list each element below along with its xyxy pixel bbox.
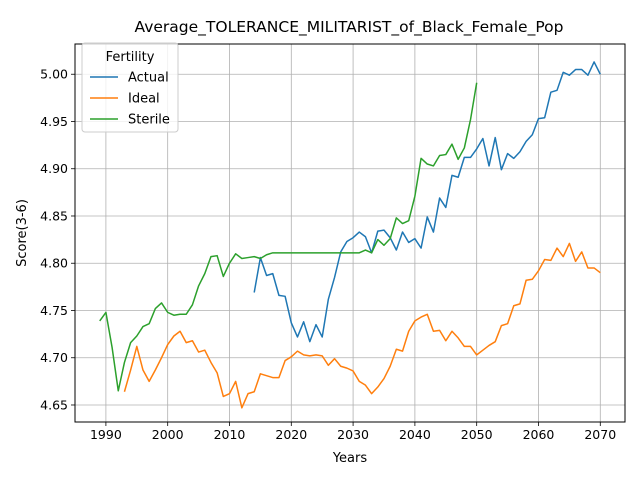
legend-label-ideal: Ideal [128, 92, 160, 107]
series-line-ideal [123, 242, 601, 409]
y-tick-label: 4.85 [40, 208, 68, 223]
legend-label-sterile: Sterile [128, 113, 170, 128]
y-tick-label: 4.80 [40, 256, 68, 271]
legend: Fertility Actual Ideal Sterile [81, 42, 179, 133]
x-tick-label: 2070 [584, 427, 616, 442]
x-tick-label: 2000 [152, 427, 184, 442]
x-tick-label: 2030 [337, 427, 369, 442]
series-line-sterile [99, 82, 478, 392]
y-tick-label: 4.95 [40, 114, 68, 129]
legend-box [81, 42, 179, 133]
series-layer [99, 61, 601, 409]
x-tick-label: 2050 [461, 427, 493, 442]
y-tick-label: 4.75 [40, 303, 68, 318]
axis-ticks: 1990 2000 2010 2020 2030 2040 2050 2060 2070 4.65… [40, 67, 616, 442]
legend-label-actual: Actual [128, 71, 169, 86]
x-tick-label: 2010 [214, 427, 246, 442]
x-tick-label: 2020 [275, 427, 307, 442]
x-axis-label: Years [332, 451, 368, 466]
y-tick-label: 4.65 [40, 397, 68, 412]
chart-title: Average_TOLERANCE_MILITARIST_of_Black_Fe… [135, 18, 564, 37]
y-tick-label: 4.70 [40, 350, 68, 365]
legend-title: Fertility [106, 50, 155, 65]
x-tick-label: 1990 [90, 427, 122, 442]
series-line-actual [253, 61, 601, 343]
x-tick-label: 2060 [523, 427, 555, 442]
y-tick-label: 5.00 [40, 67, 68, 82]
y-tick-label: 4.90 [40, 161, 68, 176]
y-axis-label: Score(3-6) [15, 199, 30, 267]
plot-frame [74, 43, 626, 423]
legend-entries: Actual Ideal Sterile [90, 71, 170, 128]
x-tick-label: 2040 [399, 427, 431, 442]
grid [75, 44, 625, 422]
